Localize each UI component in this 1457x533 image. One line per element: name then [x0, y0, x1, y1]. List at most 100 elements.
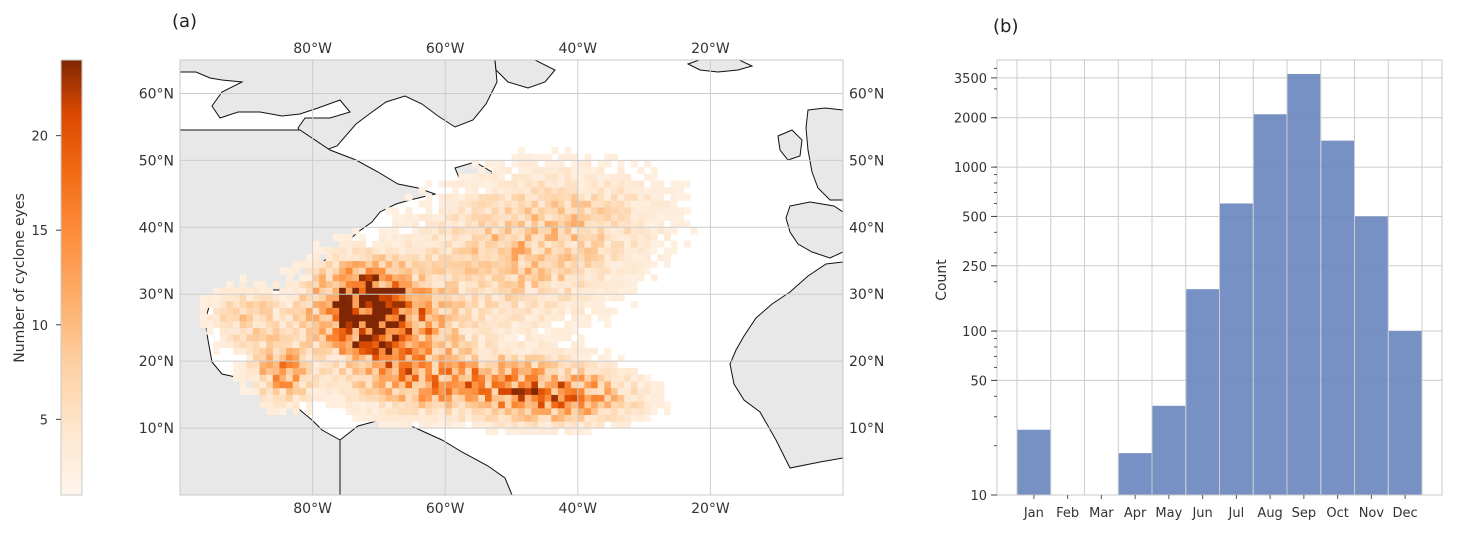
heatmap-cell	[617, 167, 625, 175]
heatmap-cell	[226, 321, 234, 328]
heatmap-cell	[292, 334, 300, 342]
heatmap-cell	[544, 234, 552, 241]
heatmap-cell	[630, 408, 638, 415]
heatmap-cell	[591, 227, 598, 235]
heatmap-cell	[478, 173, 486, 181]
heatmap-cell	[538, 240, 545, 248]
heatmap-cell	[650, 401, 658, 409]
heatmap-cell	[405, 260, 413, 268]
heatmap-cell	[610, 387, 618, 395]
heatmap-cell	[551, 414, 559, 422]
heatmap-cell	[372, 260, 380, 268]
heatmap-cell	[465, 327, 473, 335]
heatmap-cell	[458, 354, 466, 362]
heatmap-cell	[266, 294, 274, 302]
heatmap-cell	[266, 300, 274, 308]
heatmap-cell	[372, 387, 380, 395]
heatmap-cell	[597, 421, 605, 429]
heatmap-cell	[392, 334, 400, 342]
heatmap-cell	[365, 347, 373, 355]
heatmap-cell	[305, 374, 313, 382]
heatmap-cell	[332, 234, 340, 241]
cyclone-density-heatmap	[199, 147, 698, 436]
heatmap-cell	[597, 180, 605, 188]
heatmap-cell	[597, 207, 605, 215]
heatmap-cell	[431, 227, 439, 235]
heatmap-cell	[286, 314, 294, 322]
heatmap-cell	[577, 334, 585, 342]
heatmap-cell	[425, 421, 433, 429]
heatmap-cell	[531, 374, 539, 382]
heatmap-cell	[398, 294, 406, 302]
heatmap-cell	[418, 280, 426, 288]
heatmap-cell	[266, 334, 274, 342]
heatmap-cell	[305, 294, 313, 302]
heatmap-cell	[279, 307, 287, 315]
heatmap-cell	[597, 254, 605, 262]
heatmap-cell	[604, 160, 612, 168]
heatmap-cell	[624, 240, 632, 248]
heatmap-cell	[597, 213, 605, 221]
heatmap-cell	[451, 341, 459, 349]
heatmap-cell	[345, 287, 353, 295]
map-gridlines	[180, 60, 843, 495]
heatmap-cell	[584, 414, 592, 422]
heatmap-cell	[644, 227, 652, 235]
heatmap-cell	[233, 361, 240, 369]
bar-x-tick-label: Jun	[1191, 506, 1212, 521]
heatmap-cell	[498, 260, 506, 268]
heatmap-cell	[484, 381, 492, 389]
heatmap-cell	[339, 401, 347, 409]
heatmap-cell	[564, 227, 572, 235]
heatmap-cell	[451, 193, 459, 201]
heatmap-cell	[518, 294, 526, 302]
heatmap-cell	[412, 381, 419, 389]
heatmap-cell	[564, 327, 572, 335]
heatmap-cell	[458, 381, 466, 389]
heatmap-cell	[359, 354, 366, 362]
heatmap-cell	[445, 321, 453, 328]
heatmap-cell	[504, 300, 512, 308]
heatmap-cell	[597, 307, 605, 315]
map-lat-label-left: 20°N	[139, 354, 174, 370]
heatmap-cell	[564, 428, 572, 436]
heatmap-cell	[398, 213, 406, 221]
heatmap-cell	[604, 374, 612, 382]
heatmap-cell	[511, 361, 519, 369]
heatmap-cell	[591, 287, 598, 295]
heatmap-cell	[657, 220, 665, 228]
heatmap-cell	[544, 247, 552, 255]
heatmap-cell	[471, 347, 479, 355]
heatmap-cell	[577, 294, 585, 302]
heatmap-cell	[412, 387, 419, 395]
heatmap-cell	[458, 414, 466, 422]
heatmap-cell	[418, 234, 426, 241]
heatmap-cell	[544, 367, 552, 375]
heatmap-cell	[412, 247, 419, 255]
heatmap-cell	[445, 361, 453, 369]
heatmap-cell	[345, 274, 353, 282]
heatmap-cell	[564, 267, 572, 275]
heatmap-cell	[644, 401, 652, 409]
heatmap-cell	[458, 341, 466, 349]
heatmap-cell	[465, 247, 473, 255]
heatmap-cell	[412, 220, 419, 228]
heatmap-cell	[199, 294, 207, 302]
heatmap-cell	[465, 180, 473, 188]
heatmap-cell	[564, 147, 572, 154]
heatmap-cell	[531, 200, 539, 208]
heatmap-cell	[438, 267, 446, 275]
heatmap-cell	[591, 167, 598, 175]
map-lat-label-left: 30°N	[139, 287, 174, 303]
heatmap-cell	[451, 408, 459, 415]
heatmap-cell	[299, 321, 307, 328]
heatmap-cell	[531, 287, 539, 295]
heatmap-cell	[312, 374, 320, 382]
heatmap-cell	[498, 207, 506, 215]
heatmap-cell	[431, 334, 439, 342]
heatmap-cell	[398, 300, 406, 308]
heatmap-cell	[471, 334, 479, 342]
heatmap-cell	[683, 180, 691, 188]
heatmap-cell	[644, 267, 652, 275]
heatmap-cell	[425, 327, 433, 335]
